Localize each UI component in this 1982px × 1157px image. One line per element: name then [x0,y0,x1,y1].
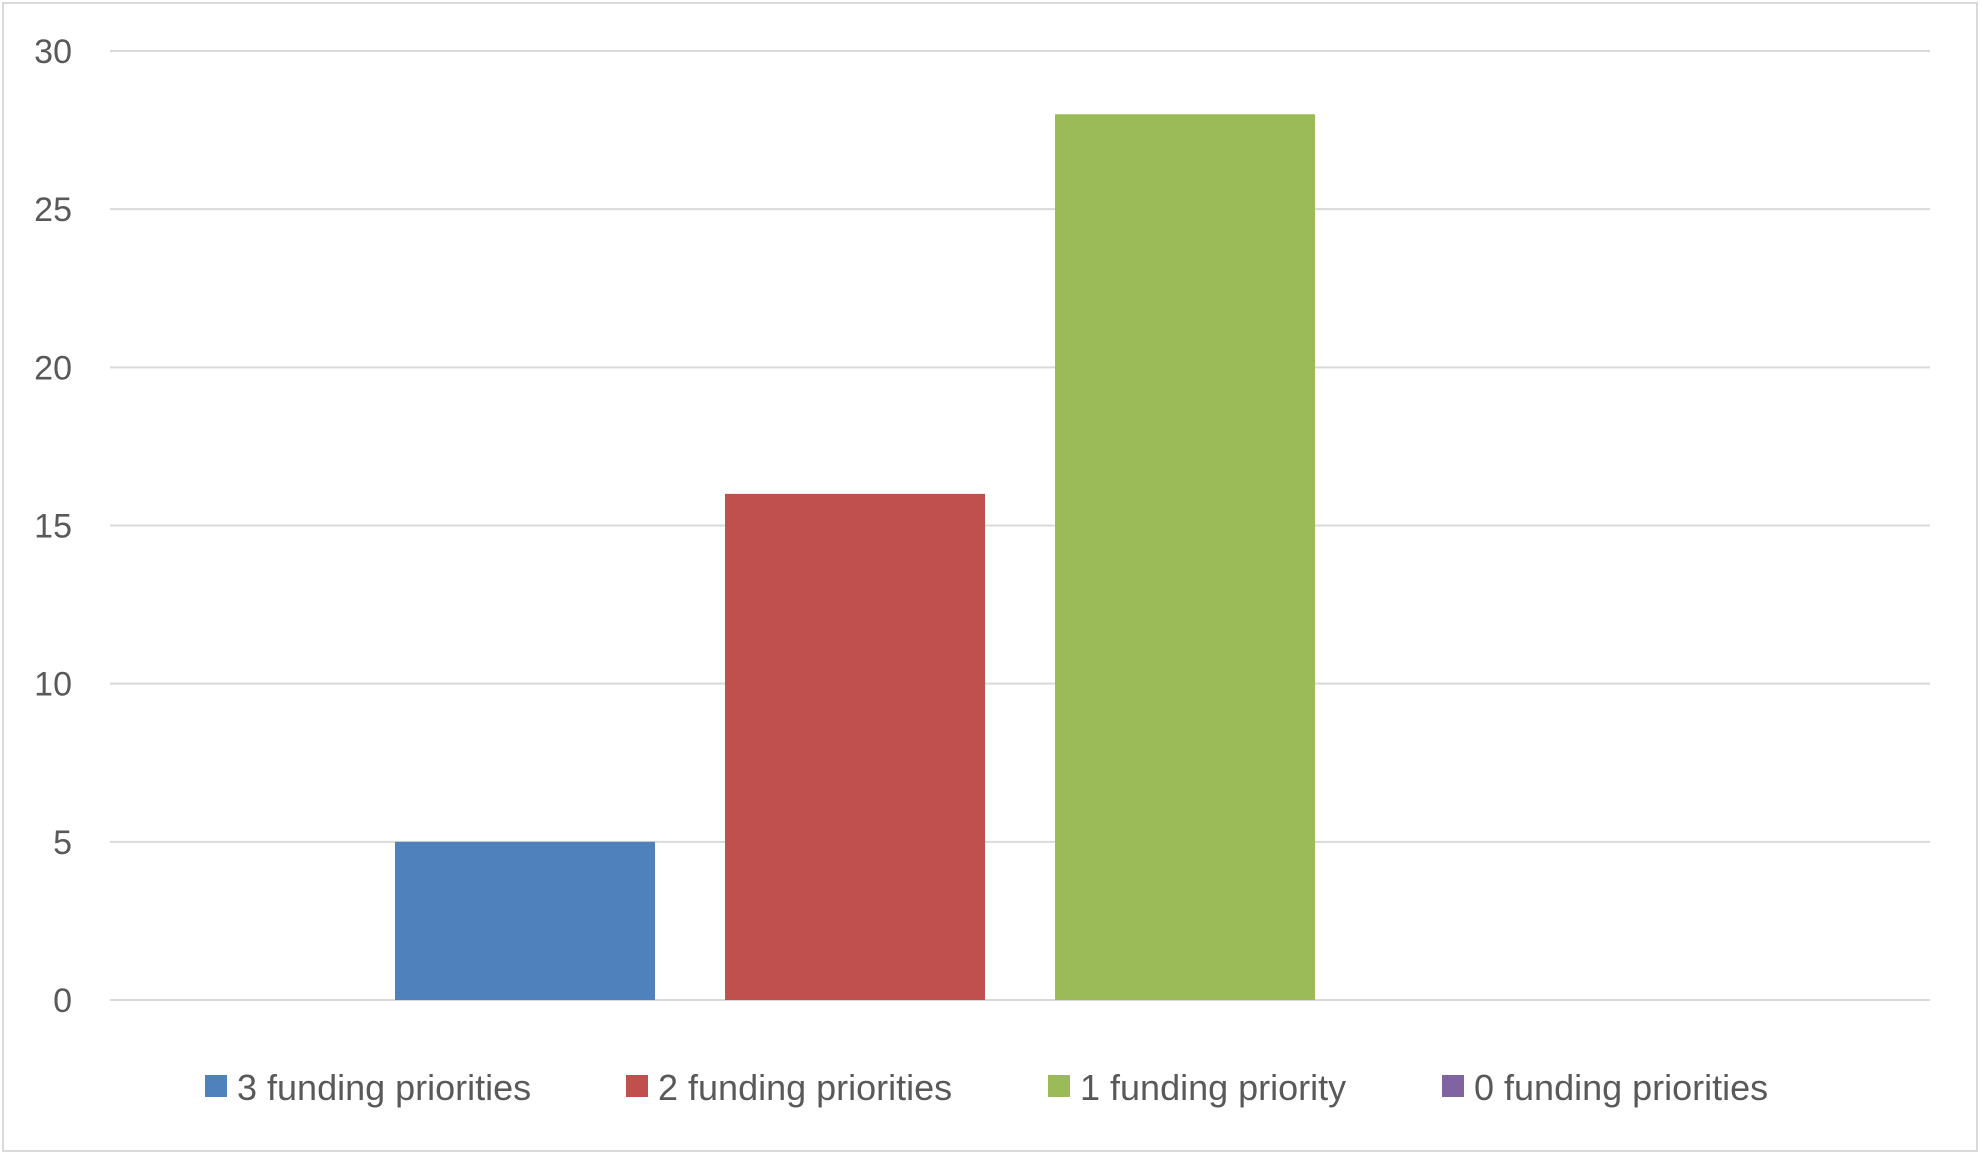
legend-swatch [205,1075,227,1097]
legend-label: 1 funding priority [1080,1067,1346,1108]
legend-label: 2 funding priorities [658,1067,952,1108]
y-axis-ticks: 0 5 10 15 20 25 30 [34,33,72,1020]
bar-1-funding-priority [1055,114,1315,1001]
y-tick-label: 5 [53,824,72,862]
gridlines [110,50,1930,1001]
bar-3-funding-priorities [395,841,655,1000]
y-tick-label: 15 [34,508,72,546]
legend-label: 3 funding priorities [237,1067,531,1108]
legend-swatch [626,1075,648,1097]
y-tick-label: 10 [34,666,72,704]
y-tick-label: 20 [34,349,72,387]
y-tick-label: 30 [34,33,72,71]
legend-swatch [1048,1075,1070,1097]
legend-label: 0 funding priorities [1474,1067,1768,1108]
bars [395,114,1315,1001]
legend: 3 funding priorities 2 funding priorities… [205,1067,1768,1108]
y-tick-label: 0 [53,982,72,1020]
legend-swatch [1442,1075,1464,1097]
y-tick-label: 25 [34,191,72,229]
bar-2-funding-priorities [725,493,985,1000]
